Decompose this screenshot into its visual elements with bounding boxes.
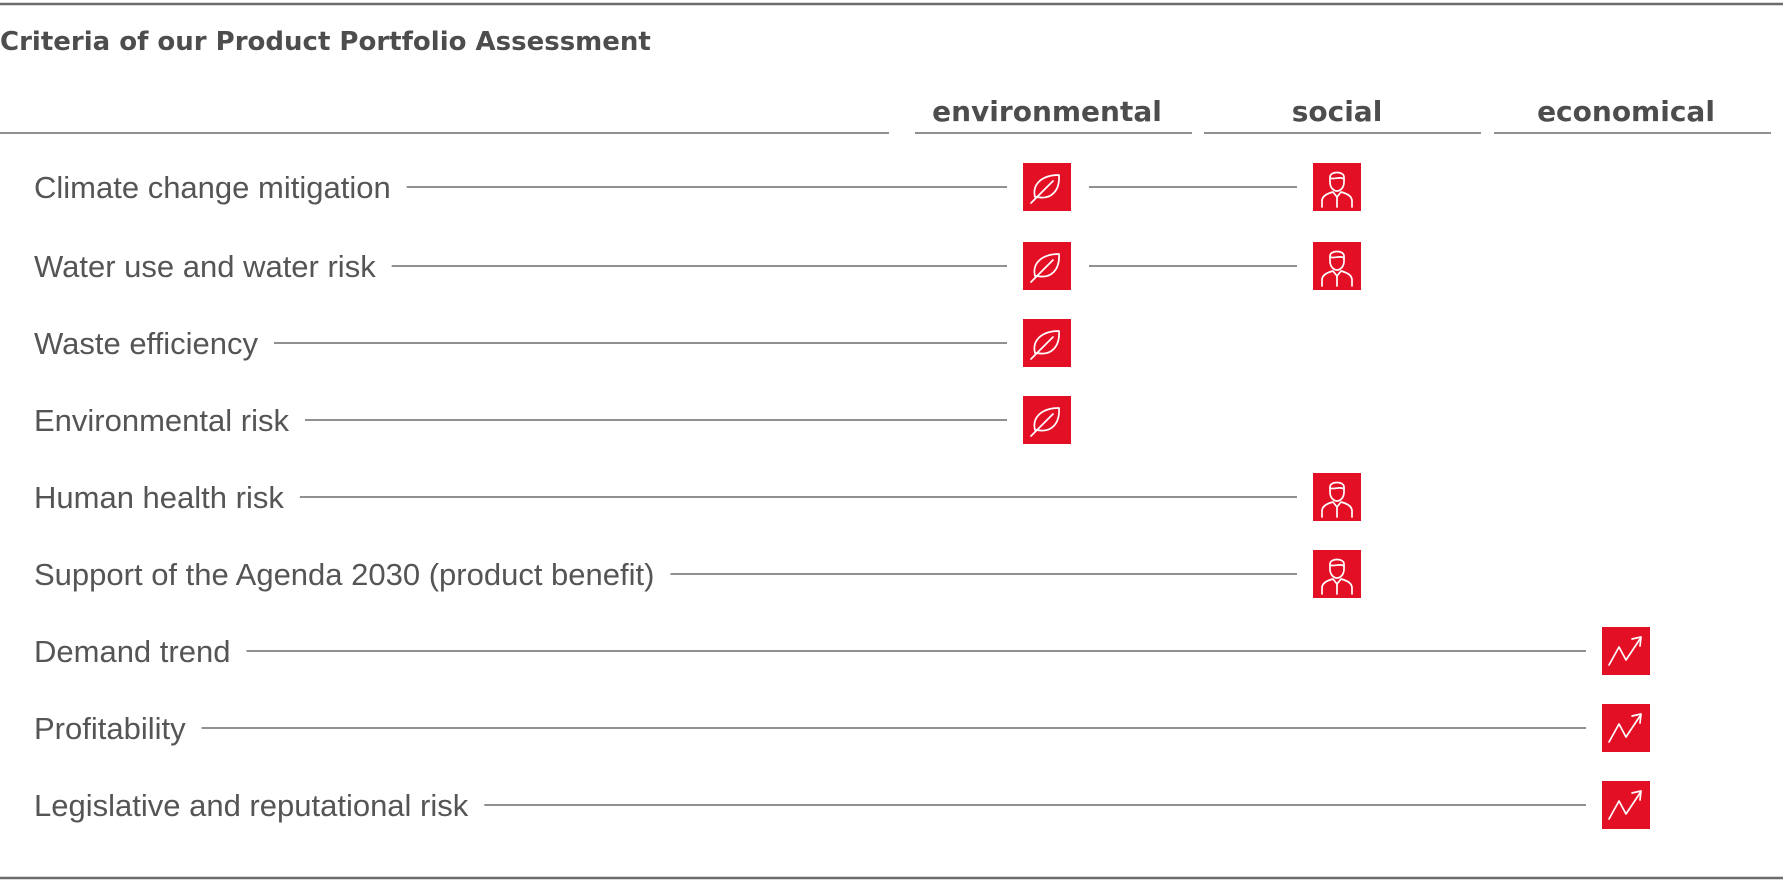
column-header-social: social bbox=[1292, 95, 1383, 128]
diagram-title: Criteria of our Product Portfolio Assess… bbox=[0, 27, 651, 57]
criteria-row: Demand trend bbox=[34, 627, 1650, 675]
column-header-economical: economical bbox=[1537, 95, 1715, 128]
leaf-icon bbox=[1023, 396, 1071, 444]
leaf-icon bbox=[1023, 242, 1071, 290]
trend-up-icon bbox=[1602, 704, 1650, 752]
trend-up-icon-tile bbox=[1602, 781, 1650, 829]
criteria-row: Climate change mitigation bbox=[34, 163, 1361, 211]
person-icon bbox=[1313, 163, 1361, 211]
criteria-row: Profitability bbox=[34, 704, 1650, 752]
criteria-label: Climate change mitigation bbox=[34, 170, 391, 205]
criteria-row: Waste efficiency bbox=[34, 319, 1071, 367]
person-icon bbox=[1313, 242, 1361, 290]
criteria-label: Human health risk bbox=[34, 480, 284, 515]
criteria-rows: Climate change mitigation Water use and w… bbox=[34, 163, 1650, 829]
criteria-label: Legislative and reputational risk bbox=[34, 788, 469, 823]
criteria-row: Legislative and reputational risk bbox=[34, 781, 1650, 829]
criteria-label: Demand trend bbox=[34, 634, 230, 669]
leaf-icon bbox=[1023, 163, 1071, 211]
criteria-label: Support of the Agenda 2030 (product bene… bbox=[34, 557, 654, 592]
trend-up-icon bbox=[1602, 627, 1650, 675]
person-icon bbox=[1313, 550, 1361, 598]
criteria-label: Waste efficiency bbox=[34, 326, 258, 361]
trend-up-icon-tile bbox=[1602, 704, 1650, 752]
criteria-row: Water use and water risk bbox=[34, 242, 1361, 290]
criteria-label: Profitability bbox=[34, 711, 186, 746]
person-icon bbox=[1313, 473, 1361, 521]
criteria-label: Water use and water risk bbox=[34, 249, 376, 284]
leaf-icon bbox=[1023, 319, 1071, 367]
column-header-environmental: environmental bbox=[932, 95, 1162, 128]
criteria-row: Human health risk bbox=[34, 473, 1361, 521]
criteria-label: Environmental risk bbox=[34, 403, 289, 438]
trend-up-icon bbox=[1602, 781, 1650, 829]
column-headers: environmental social economical bbox=[915, 95, 1771, 134]
criteria-row: Environmental risk bbox=[34, 396, 1071, 444]
trend-up-icon-tile bbox=[1602, 627, 1650, 675]
criteria-row: Support of the Agenda 2030 (product bene… bbox=[34, 550, 1361, 598]
